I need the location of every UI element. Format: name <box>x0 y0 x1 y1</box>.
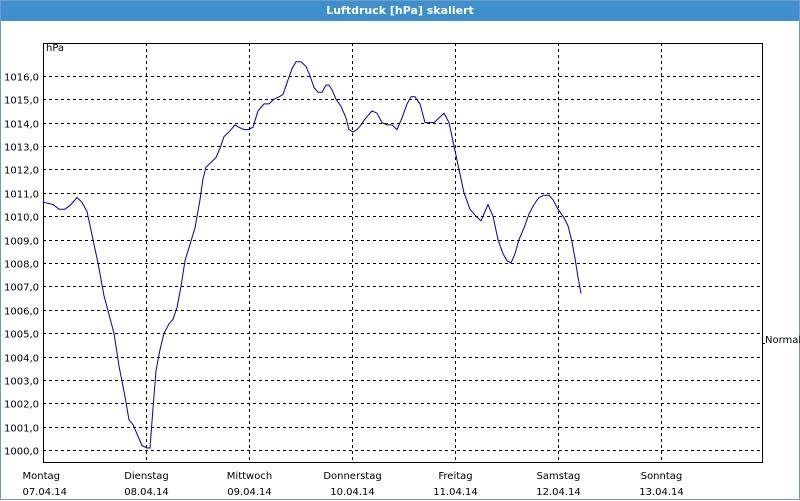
y-tick-label: 1001,0 <box>4 424 39 435</box>
x-tick-day-label: Sonntag <box>641 471 683 482</box>
plot-frame <box>43 43 763 463</box>
pressure-series-line <box>42 61 582 449</box>
x-tick-day-label: Samstag <box>537 471 581 482</box>
y-tick-label: 1003,0 <box>4 377 39 388</box>
x-tick-date-label: 12.04.14 <box>536 487 581 498</box>
x-tick-day-label: Dienstag <box>124 471 169 482</box>
x-tick-date-label: 08.04.14 <box>124 487 169 498</box>
x-tick-date-label: 10.04.14 <box>330 487 375 498</box>
x-tick-date-label: 13.04.14 <box>639 487 684 498</box>
y-axis-unit-label: hPa <box>46 43 64 54</box>
y-tick-label: 1008,0 <box>4 260 39 271</box>
y-tick-label: 1011,0 <box>4 190 39 201</box>
x-tick-date-label: 07.04.14 <box>23 487 68 498</box>
x-tick-day-label: Freitag <box>438 471 472 482</box>
y-tick-label: 1007,0 <box>4 283 39 294</box>
chart-title: Luftdruck [hPa] skaliert <box>1 1 799 21</box>
y-tick-label: 1013,0 <box>4 143 39 154</box>
reference-line-label: Normal <box>765 335 800 346</box>
y-tick-label: 1015,0 <box>4 96 39 107</box>
y-tick-label: 1002,0 <box>4 400 39 411</box>
y-tick-label: 1005,0 <box>4 330 39 341</box>
y-tick-label: 1012,0 <box>4 166 39 177</box>
y-tick-label: 1010,0 <box>4 213 39 224</box>
y-tick-label: 1014,0 <box>4 120 39 131</box>
y-tick-label: 1004,0 <box>4 354 39 365</box>
y-tick-label: 1009,0 <box>4 237 39 248</box>
x-tick-day-label: Mittwoch <box>227 471 272 482</box>
y-tick-label: 1000,0 <box>4 447 39 458</box>
x-tick-day-label: Donnerstag <box>323 471 381 482</box>
x-tick-date-label: 09.04.14 <box>227 487 272 498</box>
y-tick-label: 1016,0 <box>4 73 39 84</box>
x-tick-day-label: Montag <box>23 471 60 482</box>
y-tick-label: 1006,0 <box>4 307 39 318</box>
x-tick-date-label: 11.04.14 <box>433 487 478 498</box>
